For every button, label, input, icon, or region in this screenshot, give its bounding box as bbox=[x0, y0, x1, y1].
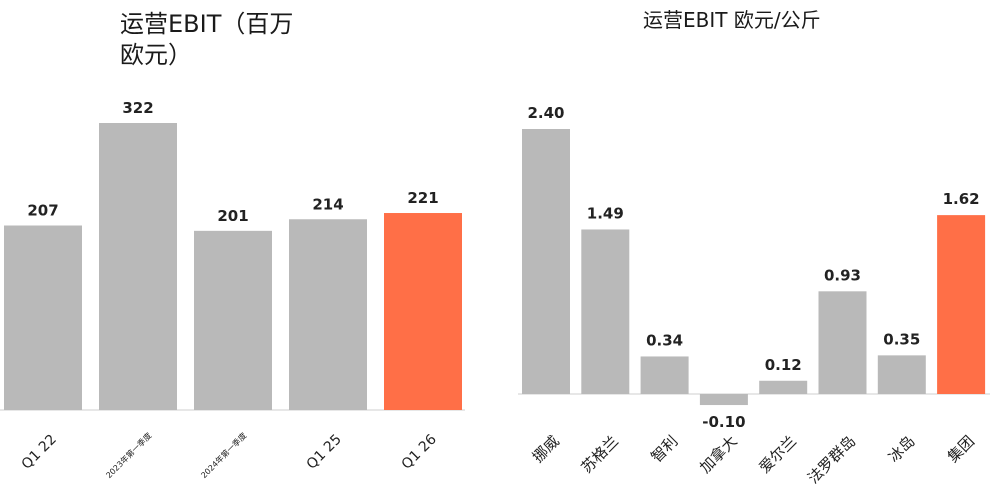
right-bar-value-label-7: 1.62 bbox=[943, 190, 980, 208]
right-bar-value-label-1: 1.49 bbox=[587, 204, 624, 222]
left-bar-0 bbox=[4, 225, 82, 410]
right-bar-value-label-0: 2.40 bbox=[527, 104, 564, 122]
right-category-label-3: 加拿大 bbox=[696, 432, 741, 477]
left-category-label-1: 2023年第一季度 bbox=[104, 430, 154, 480]
left-chart-bars: 207 Q1 22 322 2023年第一季度 201 2024年第一季度 214 Q1 25… bbox=[4, 99, 462, 480]
right-category-label-7: 集团 bbox=[944, 432, 978, 466]
left-category-label-0: Q1 22 bbox=[19, 432, 60, 473]
right-category-label-5: 法罗群岛 bbox=[804, 432, 859, 487]
right-chart-title: 运营EBIT 欧元/公斤 bbox=[643, 8, 821, 32]
left-chart-title-line2: 欧元） bbox=[120, 41, 192, 69]
right-bar-value-label-2: 0.34 bbox=[646, 331, 683, 349]
left-category-label-4: Q1 26 bbox=[399, 431, 440, 472]
right-bar-2 bbox=[640, 356, 689, 394]
left-chart: 运营EBIT（百万 欧元） 207 Q1 22 322 2023年第一季度 201 202… bbox=[0, 10, 465, 480]
right-bar-value-label-4: 0.12 bbox=[765, 356, 802, 374]
right-bar-1 bbox=[581, 229, 630, 394]
left-bar-1 bbox=[99, 123, 177, 410]
right-category-label-2: 智利 bbox=[647, 432, 681, 466]
left-bar-value-label-1: 322 bbox=[122, 99, 153, 117]
right-category-label-1: 苏格兰 bbox=[578, 432, 623, 477]
right-bar-7 bbox=[937, 215, 986, 394]
right-bar-value-label-3: -0.10 bbox=[702, 413, 745, 431]
right-bar-0 bbox=[522, 129, 570, 394]
left-bar-2 bbox=[194, 230, 272, 410]
left-category-label-2: 2024年第一季度 bbox=[199, 430, 249, 480]
left-bar-3 bbox=[289, 219, 367, 410]
right-category-label-6: 冰岛 bbox=[885, 432, 919, 466]
right-bar-4 bbox=[759, 380, 808, 394]
left-bar-4 bbox=[384, 213, 462, 410]
left-bar-value-label-4: 221 bbox=[407, 189, 438, 207]
left-bar-value-label-0: 207 bbox=[27, 202, 58, 220]
right-bar-5 bbox=[818, 291, 867, 394]
left-category-label-3: Q1 25 bbox=[304, 432, 345, 473]
right-bar-value-label-5: 0.93 bbox=[824, 266, 861, 284]
right-chart: 运营EBIT 欧元/公斤 2.40 挪威 1.49 苏格兰 0.34 智利 -0.10加拿大… bbox=[518, 8, 990, 487]
right-bar-6 bbox=[877, 355, 926, 394]
right-bar-3 bbox=[699, 394, 748, 406]
right-bar-value-label-6: 0.35 bbox=[883, 330, 920, 348]
left-chart-title-line1: 运营EBIT（百万 bbox=[120, 10, 293, 38]
left-bar-value-label-2: 201 bbox=[217, 207, 248, 225]
left-bar-value-label-3: 214 bbox=[312, 195, 343, 213]
right-category-label-4: 爱尔兰 bbox=[755, 432, 800, 477]
right-category-label-0: 挪威 bbox=[529, 432, 563, 466]
